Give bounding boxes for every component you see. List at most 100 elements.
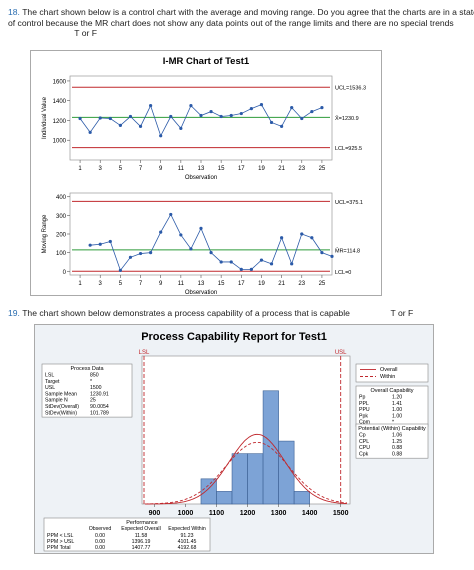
x-tick-label: 7 (139, 166, 143, 172)
data-point (159, 134, 163, 138)
x-tick-label: 1200 (240, 510, 256, 517)
data-point (209, 109, 213, 114)
y-tick-label: 400 (56, 195, 67, 201)
answer-choice: T or F (74, 28, 97, 38)
performance-column: Observed (89, 526, 112, 532)
performance-cell: 11.58 (135, 533, 148, 539)
data-point (179, 126, 183, 130)
x-tick-label: 25 (319, 281, 326, 287)
performance-cell: 0.00 (95, 545, 105, 551)
ucl-line-label: UCL=1536.3 (335, 86, 366, 92)
question-19: 19. The chart shown below demonstrates a… (8, 308, 474, 319)
overall-capability-key: PPU (359, 407, 370, 413)
x-tick-label: 900 (149, 510, 161, 517)
imr-title: I-MR Chart of Test1 (163, 56, 250, 67)
lsl-label: LSL (139, 350, 150, 356)
data-point (219, 114, 223, 119)
overall-capability-value: * (392, 420, 394, 426)
overall-capability-box (355, 385, 429, 427)
data-point (290, 106, 294, 110)
performance-column: Expected Within (168, 526, 206, 532)
performance-cell: 1407.77 (132, 545, 151, 551)
performance-cell: 91.23 (181, 533, 194, 539)
data-point (169, 212, 173, 217)
data-point (159, 230, 163, 234)
overall-capability-value: 1.00 (392, 407, 402, 413)
data-point (98, 116, 102, 120)
process-data-value: 1500 (90, 385, 102, 391)
within-capability-value: 1.06 (392, 433, 402, 439)
x-tick-label: 1100 (209, 510, 224, 517)
y-tick-label: 1400 (53, 99, 67, 105)
within-capability-value: 1.25 (392, 439, 402, 445)
within-capability-box (355, 423, 429, 459)
x-tick-label: 1000 (178, 510, 194, 517)
data-point (229, 113, 233, 118)
x-tick-label: 13 (198, 281, 205, 287)
capability-report: Process Capability Report for Test1 LSL U… (34, 324, 434, 554)
process-data-value: 1230.91 (90, 391, 109, 397)
x-tick-label: 21 (278, 166, 285, 172)
performance-cell: 0.00 (95, 533, 105, 539)
data-point (179, 233, 183, 237)
data-point (310, 236, 314, 240)
histogram-bar (231, 453, 248, 505)
x-tick-label: 11 (178, 281, 185, 287)
within-capability-value: 0.88 (392, 451, 402, 457)
performance-cell: 1396.19 (132, 539, 151, 545)
data-point (128, 114, 133, 119)
y-tick-label: 1200 (53, 119, 67, 125)
histogram-bar (278, 440, 295, 505)
performance-cell: PPM > USL (47, 539, 74, 545)
x-tick-label: 19 (258, 281, 265, 287)
x-tick-label: 1 (78, 166, 82, 172)
question-text: The chart shown below is a control chart… (8, 7, 474, 28)
within-capability-key: Cpk (359, 451, 369, 457)
data-point (269, 120, 274, 125)
data-point (249, 267, 253, 272)
overall-capability-heading: Overall Capability (370, 388, 413, 394)
within-capability-heading: Potential (Within) Capability (358, 426, 426, 432)
data-point (300, 232, 304, 236)
question-text: The chart shown below demonstrates a pro… (22, 308, 350, 318)
center-line-label: M̄R=114.8 (335, 248, 360, 255)
data-point (320, 251, 324, 255)
x-tick-label: 19 (258, 166, 265, 172)
overall-capability-key: PPL (359, 401, 369, 407)
x-tick-label: 5 (119, 166, 123, 172)
x-tick-label: 1 (78, 281, 82, 287)
process-data-value: 101.789 (90, 410, 109, 416)
performance-cell: PPM Total (47, 545, 71, 551)
x-tick-label: 17 (238, 166, 245, 172)
process-data-heading: Process Data (70, 366, 104, 372)
histogram-bar (247, 453, 264, 505)
performance-column: Expected Overall (121, 526, 161, 532)
data-point (78, 116, 82, 121)
within-capability-key: Cp (359, 433, 366, 439)
question-18: 18. The chart shown below is a control c… (8, 7, 474, 39)
question-number: 18. (8, 7, 20, 17)
performance-cell: 4192.68 (178, 545, 197, 551)
data-point (280, 236, 284, 240)
x-axis-label: Observation (185, 175, 217, 181)
data-point (330, 254, 334, 258)
capability-title: Process Capability Report for Test1 (141, 331, 327, 343)
overall-capability-value: 1.41 (392, 401, 402, 407)
x-tick-label: 17 (238, 281, 245, 287)
process-data-value: * (90, 379, 92, 385)
data-point (88, 243, 92, 247)
data-point (209, 251, 213, 255)
y-tick-label: 1000 (53, 139, 67, 145)
x-tick-label: 5 (119, 281, 123, 287)
x-tick-label: 13 (198, 166, 205, 172)
data-point (88, 130, 92, 134)
within-capability-value: 0.88 (392, 445, 402, 451)
capability-tables: Process Data LSL 850 Target * USL 1500 Sample M… (41, 363, 429, 552)
data-point (98, 242, 102, 246)
x-tick-label: 15 (218, 166, 225, 172)
data-point (149, 251, 153, 255)
x-tick-label: 9 (159, 281, 163, 287)
histogram-bar (216, 491, 233, 505)
data-point (128, 255, 133, 259)
